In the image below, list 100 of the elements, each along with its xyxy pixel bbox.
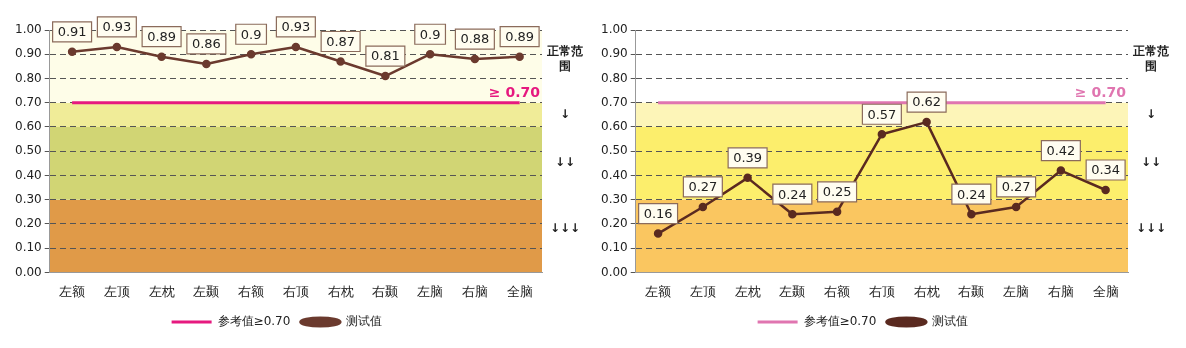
- point: [157, 52, 166, 61]
- data-label: 0.24: [956, 186, 986, 202]
- y-tick-label: 0.10: [15, 240, 42, 255]
- point: [832, 207, 842, 217]
- text: ↓↓: [1140, 155, 1162, 170]
- x-tick-label: 左额: [59, 283, 86, 299]
- point: [515, 52, 524, 61]
- data-label: 0.93: [102, 19, 132, 35]
- point: [336, 57, 345, 66]
- data-label: 0.34: [1091, 162, 1121, 178]
- y-tick-label: 0.60: [601, 119, 628, 134]
- x-tick-label: 右枕: [913, 283, 940, 299]
- y-tick-label: 0.00: [601, 264, 628, 279]
- data-label: 0.93: [281, 19, 311, 35]
- point: [788, 209, 797, 219]
- data-label: 0.42: [1046, 142, 1076, 158]
- y-tick-label: 0.40: [15, 167, 42, 182]
- point: [1101, 185, 1110, 195]
- point: [967, 209, 976, 219]
- y-tick-label: 0.10: [601, 240, 628, 255]
- point: [291, 42, 301, 52]
- y-tick-label: 0.70: [601, 94, 628, 109]
- y-tick-label: 0.90: [601, 46, 628, 61]
- data-label: 0.9: [240, 26, 262, 42]
- data-label: 0.81: [370, 48, 400, 64]
- x-tick-label: 全脑: [506, 283, 533, 299]
- text: 正常范围: [1132, 43, 1170, 73]
- point: [1056, 166, 1066, 175]
- data-label: 0.25: [822, 184, 852, 200]
- legend-label: 参考值≥0.70: [803, 314, 877, 329]
- x-tick-label: 左颞: [193, 283, 220, 299]
- y-tick-label: 0.80: [15, 70, 42, 85]
- x-tick-label: 右顶: [282, 283, 309, 299]
- y-tick-label: 0.40: [601, 167, 628, 182]
- data-label: 0.57: [867, 106, 897, 122]
- x-tick-label: 左脑: [1003, 283, 1030, 299]
- point: [470, 54, 480, 64]
- point: [1011, 202, 1021, 212]
- point: [381, 71, 390, 81]
- x-tick-label: 左枕: [734, 283, 761, 299]
- point: [202, 59, 211, 69]
- y-tick-label: 0.80: [601, 70, 628, 85]
- y-tick-label: 0.00: [15, 264, 42, 279]
- point: [67, 47, 77, 57]
- y-tick-label: 1.00: [15, 22, 42, 37]
- point: [425, 49, 435, 59]
- y-tick-label: 0.50: [601, 143, 628, 158]
- x-tick-label: 右顶: [868, 283, 895, 299]
- x-tick-label: 右额: [238, 283, 265, 299]
- data-label: 0.27: [688, 179, 718, 195]
- x-tick-label: 左顶: [689, 283, 716, 299]
- x-tick-label: 右颞: [372, 283, 399, 299]
- text: ↓↓↓: [549, 220, 581, 235]
- y-tick-label: 0.50: [15, 143, 42, 158]
- y-tick-label: 0.20: [15, 216, 42, 231]
- annotation: ≥ 0.70: [1074, 84, 1127, 101]
- point: [112, 42, 122, 52]
- x-tick-label: 左脑: [417, 283, 444, 299]
- data-label: 0.87: [326, 33, 356, 49]
- legend-label: 测试值: [932, 314, 969, 329]
- x-tick-label: 右脑: [461, 283, 488, 299]
- y-tick-label: 0.70: [15, 94, 42, 109]
- data-label: 0.24: [777, 186, 807, 202]
- data-label: 0.9: [419, 26, 441, 42]
- point: [653, 229, 663, 238]
- data-label: 0.89: [147, 29, 177, 45]
- data-label: 0.91: [57, 24, 87, 40]
- point: [877, 129, 887, 139]
- data-label: 0.89: [505, 29, 535, 45]
- data-label: 0.39: [733, 150, 763, 166]
- legend-label: 参考值≥0.70: [217, 314, 291, 329]
- data-label: 0.86: [191, 36, 221, 52]
- x-tick-label: 左枕: [148, 283, 175, 299]
- text: ↓↓: [554, 155, 576, 170]
- data-label: 0.88: [460, 31, 490, 47]
- text: ↓↓↓: [1135, 220, 1167, 235]
- y-tick-label: 0.60: [15, 119, 42, 134]
- y-tick-label: 0.30: [601, 191, 628, 206]
- text: ↓: [1145, 106, 1157, 121]
- x-tick-label: 左顶: [103, 283, 130, 299]
- x-tick-label: 右枕: [327, 283, 354, 299]
- annotation: ≥ 0.70: [488, 84, 541, 101]
- x-tick-label: 左颞: [779, 283, 806, 299]
- legend-label: 测试值: [346, 314, 383, 329]
- text: 正常范围: [546, 43, 584, 73]
- x-tick-label: 右颞: [958, 283, 985, 299]
- y-tick-label: 1.00: [601, 22, 628, 37]
- y-tick-label: 0.90: [15, 46, 42, 61]
- x-tick-label: 右额: [824, 283, 851, 299]
- point: [922, 117, 931, 127]
- data-label: 0.27: [1001, 179, 1031, 195]
- data-label: 0.16: [643, 205, 673, 221]
- y-tick-label: 0.20: [601, 216, 628, 231]
- x-tick-label: 全脑: [1092, 283, 1119, 299]
- y-tick-label: 0.30: [15, 191, 42, 206]
- point: [743, 173, 752, 183]
- point: [246, 49, 256, 59]
- text: ↓: [559, 106, 571, 121]
- x-tick-label: 左额: [645, 283, 672, 299]
- point: [698, 202, 708, 212]
